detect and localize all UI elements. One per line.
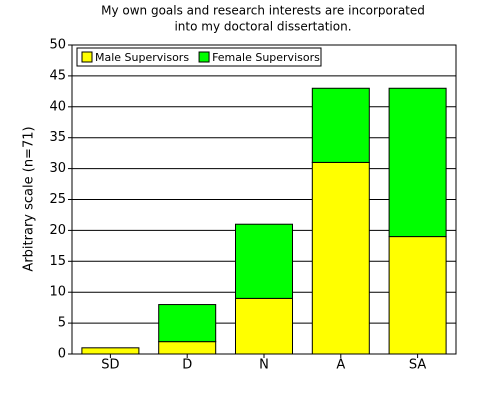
bar-segment [388,236,447,355]
y-tick-label: 45 [49,68,66,83]
y-tick-label: 30 [49,161,66,176]
bar-segment [158,304,217,343]
bar-segment [311,161,370,355]
y-tick-label: 40 [49,99,66,114]
y-tick-label: 10 [49,285,66,300]
x-tick-label: N [259,358,269,373]
y-tick-label: 20 [49,223,66,238]
y-tick-label: 35 [49,130,66,145]
x-tick-label: A [336,358,345,373]
y-tick-label: 25 [49,192,66,207]
y-axis-label: Arbitrary scale (n=71) [22,126,37,271]
x-tick-label: D [182,358,192,373]
bar-segment [388,87,447,238]
legend-swatch [198,51,210,63]
y-tick-label: 50 [49,38,66,53]
bar-segment [158,341,217,355]
bar-segment [235,297,293,355]
x-tick-label: SD [101,358,119,373]
chart-title: My own goals and research interests are … [101,4,425,18]
bar-segment [311,87,370,163]
y-tick-label: 5 [58,316,66,331]
bar-segment [235,223,293,299]
legend-label: Male Supervisors [95,51,189,64]
plot-frame [71,44,457,355]
bar-segment [81,347,140,355]
x-tick-label: SA [409,358,426,373]
y-tick-label: 0 [58,347,66,362]
chart-title: into my doctoral dissertation. [174,20,351,34]
legend-swatch [81,51,93,63]
legend-label: Female Supervisors [212,51,320,64]
y-tick-label: 15 [49,254,66,269]
